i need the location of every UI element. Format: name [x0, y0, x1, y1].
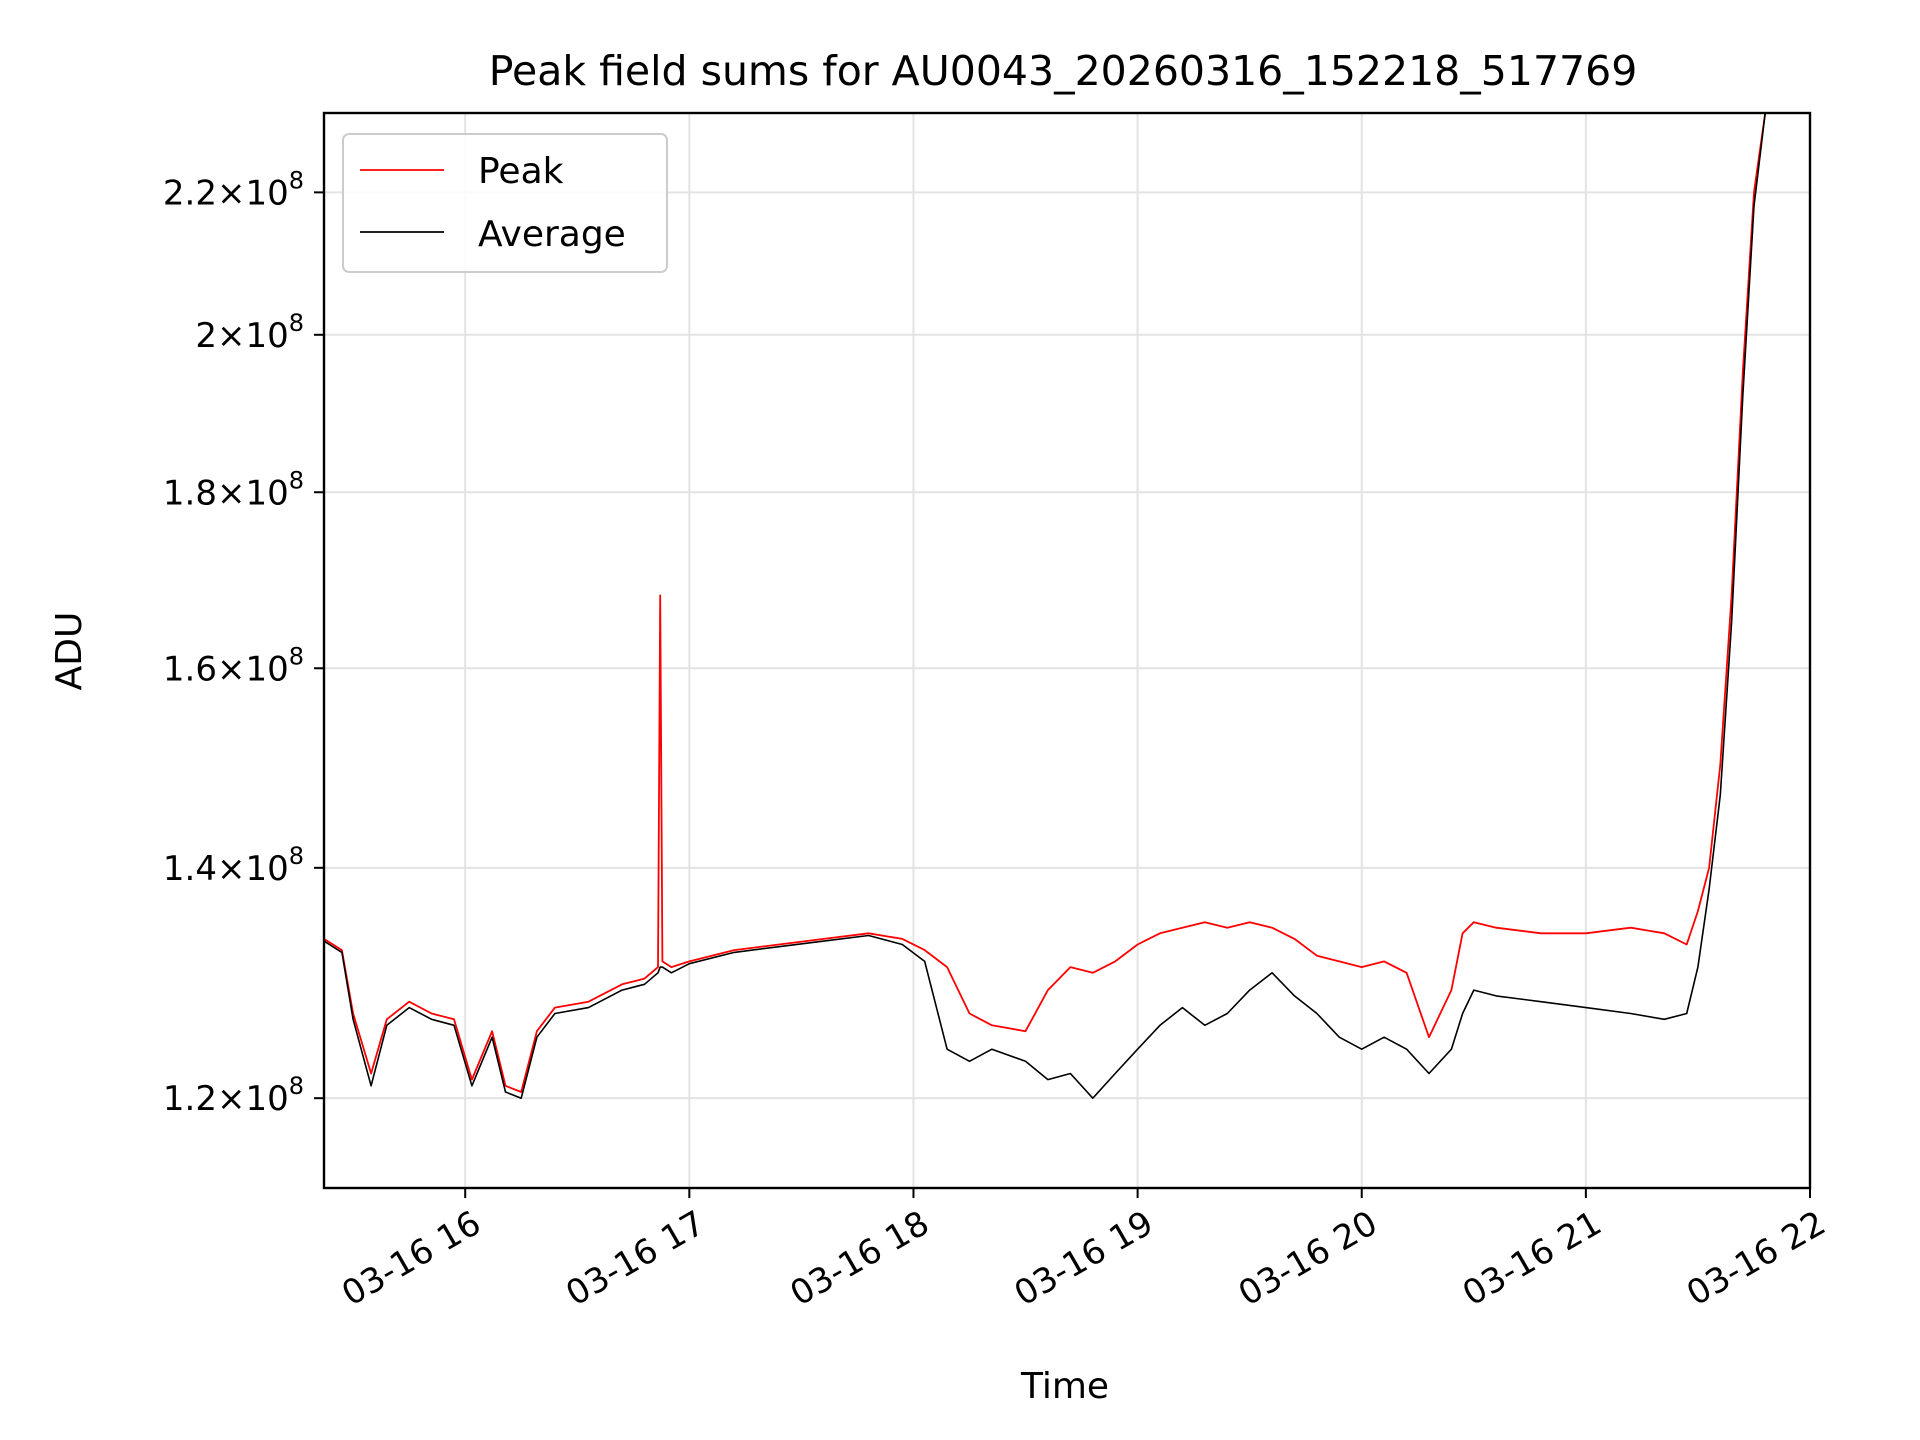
- y-tick-label: 1.2×108: [163, 1072, 304, 1119]
- grid: [324, 113, 1811, 1188]
- x-tick-label: 03-16 19: [1008, 1203, 1160, 1314]
- x-axis: 03-16 16 03-16 17 03-16 18 03-16 19 03-16 20…: [335, 1188, 1833, 1314]
- x-axis-label: Time: [1020, 1366, 1109, 1407]
- legend-box: [342, 133, 668, 273]
- legend-label-average: Average: [478, 214, 626, 255]
- y-tick-label: 2.2×108: [163, 166, 304, 213]
- legend: Peak Average: [342, 133, 668, 273]
- x-tick-label: 03-16 22: [1680, 1203, 1832, 1314]
- x-tick-label: 03-16 17: [559, 1203, 711, 1314]
- y-tick-label: 2×108: [195, 309, 304, 356]
- axes-frame: [322, 111, 1812, 1190]
- x-tick-label: 03-16 20: [1232, 1203, 1384, 1314]
- legend-label-peak: Peak: [478, 151, 564, 192]
- y-axis-label: ADU: [49, 612, 90, 691]
- y-tick-label: 1.6×108: [163, 642, 304, 689]
- chart-title: Peak field sums for AU0043_20260316_1522…: [489, 47, 1638, 95]
- x-tick-label: 03-16 16: [335, 1203, 487, 1314]
- x-tick-label: 03-16 21: [1456, 1203, 1608, 1314]
- series-line-peak: [324, 113, 1799, 1093]
- y-tick-label: 1.8×108: [163, 466, 304, 513]
- x-tick-label: 03-16 18: [784, 1203, 936, 1314]
- plot-area: [324, 113, 1799, 1099]
- series-line-average: [324, 113, 1799, 1099]
- y-axis: 1.2×108 1.4×108 1.6×108 1.8×108 2×108 2.2×108: [163, 166, 324, 1119]
- y-tick-label: 1.4×108: [163, 842, 304, 889]
